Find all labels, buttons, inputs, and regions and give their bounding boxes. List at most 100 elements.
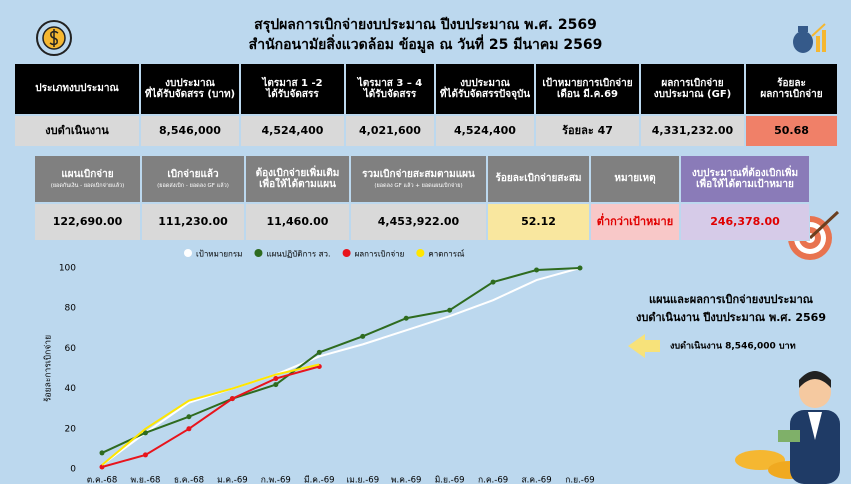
legend-label: ผลการเบิกจ่าย <box>355 250 405 259</box>
point <box>273 376 278 381</box>
x-tick-label: ก.ย.-69 <box>565 476 594 484</box>
legend-label: คาดการณ์ <box>428 249 465 259</box>
cell-text: ที่ได้รับจัดสรร (บาท) <box>145 89 235 101</box>
x-tick-label: เม.ย.-69 <box>346 476 379 484</box>
cell-text: ที่ได้รับจัดสรรปัจจุบัน <box>440 89 530 101</box>
legend-marker <box>184 249 192 257</box>
cell-text: แผนเบิกจ่าย <box>61 169 113 181</box>
series-line <box>102 268 580 453</box>
cell-text: งบประมาณที่ต้องเบิกเพิ่ม <box>692 168 798 180</box>
subtitle: สำนักอนามัยสิ่งแวดล้อม ข้อมูล ณ วันที่ 2… <box>0 34 851 56</box>
arrow-icon <box>628 334 660 358</box>
cell-text: เบิกจ่ายแล้ว <box>167 169 218 181</box>
table2-cell: 52.12 <box>487 203 590 241</box>
y-tick-label: 60 <box>65 344 77 354</box>
x-tick-label: ต.ค.-68 <box>87 476 118 484</box>
point <box>360 334 365 339</box>
table2-header: เบิกจ่ายแล้ว (ยอดส่งเบิก - ยอดลง GF แล้ว) <box>141 155 245 203</box>
cell-text: (ยอดลง GF แล้ว + ยอดแผนเบิกจ่าย) <box>374 183 462 189</box>
x-tick-label: ก.พ.-69 <box>261 476 291 484</box>
cell-text: (ยอดส่งเบิก - ยอดลง GF แล้ว) <box>157 183 229 189</box>
cell-text: ต้องเบิกจ่ายเพิ่มเติม <box>256 168 340 180</box>
table2-cell: 122,690.00 <box>34 203 141 241</box>
y-axis-label: ร้อยละการเบิกจ่าย <box>43 335 54 402</box>
dashboard: 020406080100ต.ค.-68พ.ย.-68ธ.ค.-68ม.ค.-69… <box>0 0 851 484</box>
table2-header: ต้องเบิกจ่ายเพิ่มเติมเพื่อให้ได้ตามแผน <box>245 155 350 203</box>
x-tick-label: มี.ค.-69 <box>304 475 335 484</box>
cell-text: งบประมาณ <box>460 78 510 90</box>
side-title: งบดำเนินงาน ปีงบประมาณ พ.ศ. 2569 <box>636 311 826 324</box>
cell-text: งบประมาณ (GF) <box>654 89 731 101</box>
series-line <box>102 268 580 465</box>
cell-text: ไตรมาส 3 – 4 <box>358 78 423 90</box>
cell-text: ได้รับจัดสรร <box>364 89 416 101</box>
table2-header: หมายเหตุ <box>590 155 680 203</box>
cell-text: เพื่อให้ได้ตามเป้าหมาย <box>696 179 794 191</box>
table2-header: รวมเบิกจ่ายสะสมตามแผน (ยอดลง GF แล้ว + ยอ… <box>350 155 487 203</box>
x-tick-label: ส.ค.-69 <box>521 476 551 484</box>
table1-header: เป้าหมายการเบิกจ่ายเดือน มี.ค.69 <box>535 63 640 115</box>
cell-text: (ยอดกันเงิน - ยอดเบิกจ่ายแล้ว) <box>51 183 125 189</box>
legend-label: แผนปฏิบัติการ สว. <box>266 250 330 259</box>
side-title: แผนและผลการเบิกจ่ายงบประมาณ <box>649 293 814 306</box>
side-note: งบดำเนินงาน 8,546,000 บาท <box>670 341 796 352</box>
cell-text: รวมเบิกจ่ายสะสมตามแผน <box>362 169 475 181</box>
point <box>491 280 496 285</box>
y-tick-label: 80 <box>65 304 77 314</box>
table1-header: ร้อยละผลการเบิกจ่าย <box>745 63 838 115</box>
table1-cell: ร้อยละ 47 <box>535 115 640 147</box>
x-tick-label: ก.ค.-69 <box>478 476 508 484</box>
table1-header: งบประมาณที่ได้รับจัดสรรปัจจุบัน <box>435 63 535 115</box>
point <box>534 268 539 273</box>
cell-text: เป้าหมายการเบิกจ่าย <box>542 78 632 90</box>
cell-text: ผลการเบิกจ่าย <box>760 89 822 101</box>
cell-text: เดือน มี.ค.69 <box>557 89 618 101</box>
cell-text: ได้รับจัดสรร <box>266 89 318 101</box>
table1-cell: 4,331,232.00 <box>640 115 745 147</box>
table1-cell: 4,524,400 <box>240 115 345 147</box>
cell-text: ร้อยละ <box>777 78 806 90</box>
table2-header: งบประมาณที่ต้องเบิกเพิ่มเพื่อให้ได้ตามเป… <box>680 155 810 203</box>
point <box>578 266 583 271</box>
table1-cell: 4,021,600 <box>345 115 435 147</box>
table2-header: ร้อยละเบิกจ่ายสะสม <box>487 155 590 203</box>
table1-header: ประเภทงบประมาณ <box>14 63 140 115</box>
cell-text: งบประมาณ <box>165 78 215 90</box>
cell-text: ประเภทงบประมาณ <box>35 83 119 95</box>
cell-text: ไตรมาส 1 -2 <box>262 78 322 90</box>
table1-cell: 50.68 <box>745 115 838 147</box>
businessman-illustration <box>735 371 840 484</box>
table1-header: งบประมาณที่ได้รับจัดสรร (บาท) <box>140 63 240 115</box>
point <box>447 308 452 313</box>
point <box>186 426 191 431</box>
table2-cell: 246,378.00 <box>680 203 810 241</box>
table1-cell: 8,546,000 <box>140 115 240 147</box>
point <box>100 450 105 455</box>
y-tick-label: 100 <box>59 264 76 274</box>
cell-text: ร้อยละเบิกจ่ายสะสม <box>495 173 581 185</box>
y-tick-label: 0 <box>70 465 76 475</box>
point <box>143 452 148 457</box>
cell-text: เพื่อให้ได้ตามแผน <box>259 179 336 191</box>
point <box>273 382 278 387</box>
cell-text: ผลการเบิกจ่าย <box>661 78 723 90</box>
point <box>230 396 235 401</box>
y-tick-label: 40 <box>65 384 77 394</box>
point <box>317 350 322 355</box>
table2-header: แผนเบิกจ่าย (ยอดกันเงิน - ยอดเบิกจ่ายแล้ว… <box>34 155 141 203</box>
legend-marker <box>254 249 262 257</box>
legend-marker <box>343 249 351 257</box>
table1-cell: งบดำเนินงาน <box>14 115 140 147</box>
title: สรุปผลการเบิกจ่ายงบประมาณ ปีงบประมาณ พ.ศ… <box>0 14 851 36</box>
point <box>186 414 191 419</box>
table2-cell: 111,230.00 <box>141 203 245 241</box>
y-tick-label: 20 <box>65 424 77 434</box>
x-tick-label: พ.ย.-68 <box>131 476 161 484</box>
cell-text: หมายเหตุ <box>614 173 655 185</box>
series-line <box>102 366 319 467</box>
x-tick-label: ธ.ค.-68 <box>174 476 204 484</box>
table2-cell: ต่ำกว่าเป้าหมาย <box>590 203 680 241</box>
point <box>100 464 105 469</box>
